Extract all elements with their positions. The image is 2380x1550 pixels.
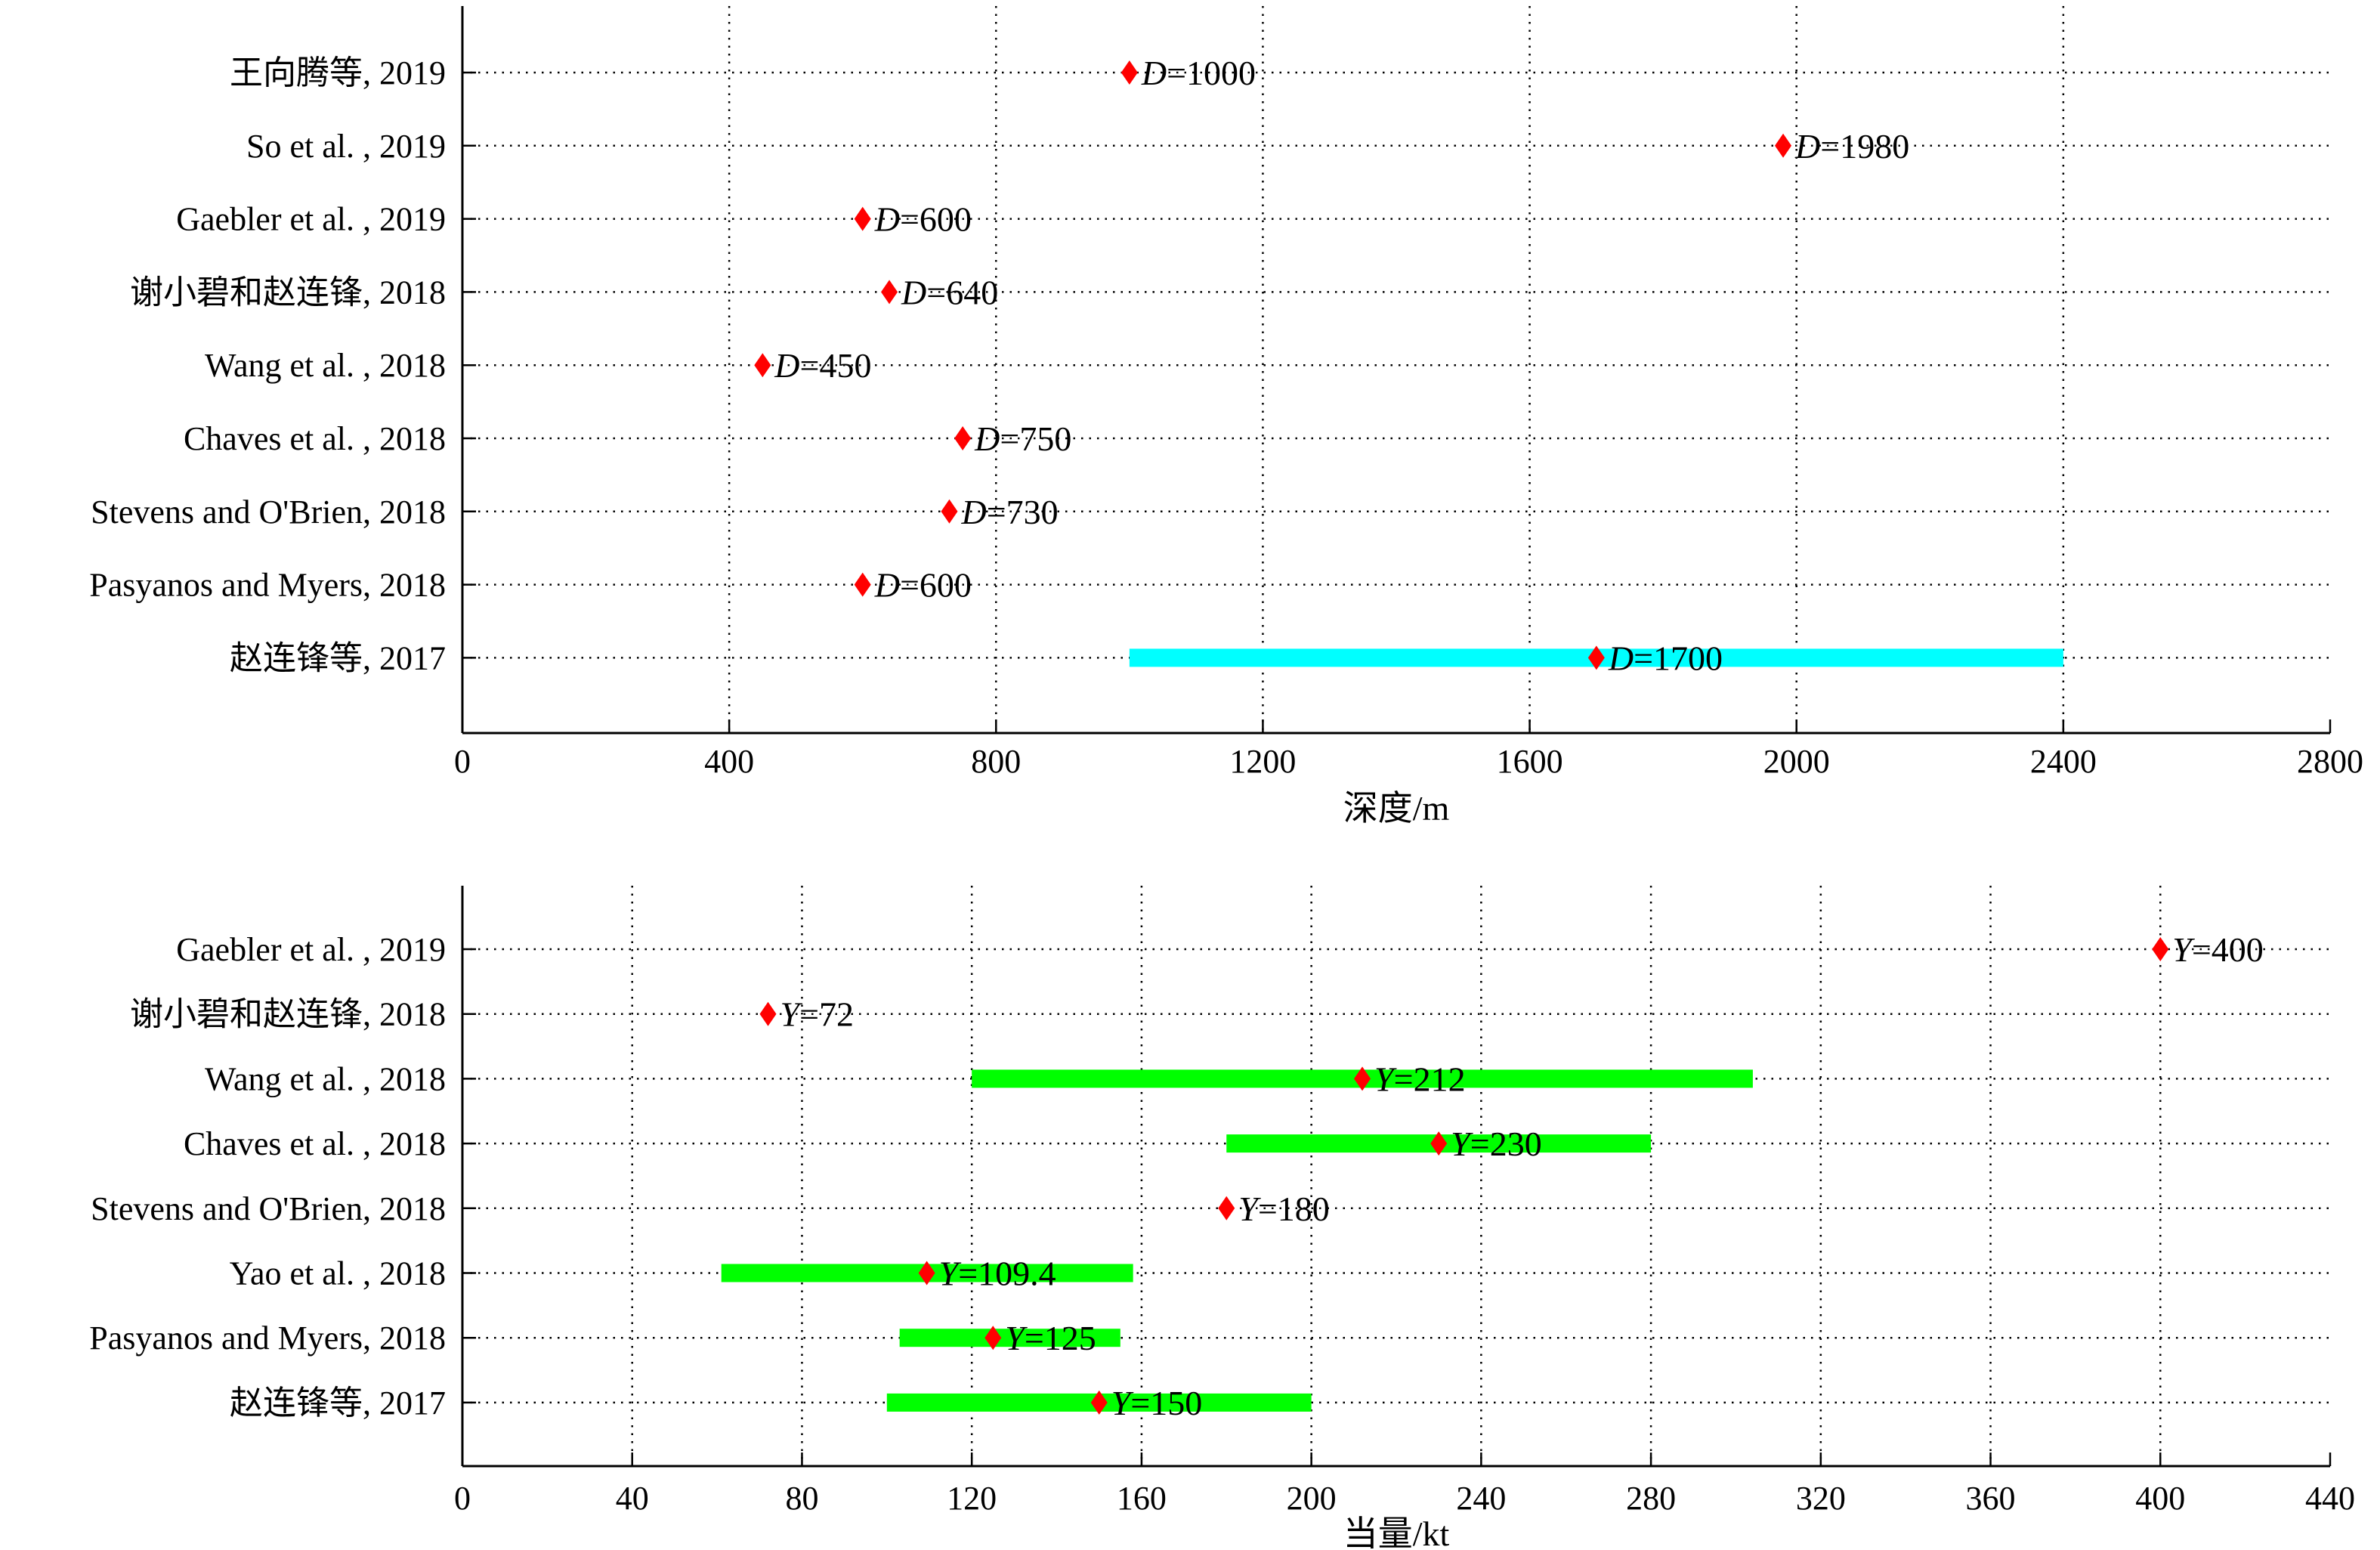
range-bar bbox=[899, 1329, 1120, 1347]
x-tick-label: 2400 bbox=[2030, 743, 2097, 780]
data-point-marker bbox=[1430, 1131, 1448, 1156]
data-point-marker bbox=[2152, 937, 2169, 961]
x-tick-label: 320 bbox=[1796, 1480, 1846, 1517]
x-tick-label: 0 bbox=[454, 743, 471, 780]
data-point-marker bbox=[1090, 1390, 1108, 1415]
x-axis-title: 当量/kt bbox=[1343, 1514, 1450, 1550]
data-label: D=600 bbox=[874, 200, 972, 239]
data-point-marker bbox=[1587, 645, 1605, 670]
data-point-marker bbox=[954, 426, 972, 450]
data-label: D=1700 bbox=[1608, 639, 1723, 677]
y-tick-label: Gaebler et al. , 2019 bbox=[176, 201, 446, 238]
y-tick-label: 王向腾等, 2019 bbox=[230, 54, 446, 91]
data-point-marker bbox=[854, 572, 871, 597]
data-label: D=730 bbox=[960, 493, 1058, 531]
data-label: Y=212 bbox=[1374, 1060, 1466, 1098]
data-point-marker bbox=[1354, 1066, 1371, 1091]
y-tick-label: Chaves et al. , 2018 bbox=[184, 1125, 446, 1162]
x-axis-title: 深度/m bbox=[1343, 789, 1450, 828]
y-tick-label: 赵连锋等, 2017 bbox=[230, 1384, 446, 1422]
data-label: D=450 bbox=[774, 346, 871, 385]
y-tick-label: So et al. , 2019 bbox=[246, 128, 446, 165]
x-tick-label: 440 bbox=[2305, 1480, 2355, 1517]
data-point-marker bbox=[854, 206, 871, 231]
data-label: Y=109.4 bbox=[939, 1255, 1056, 1293]
x-tick-label: 800 bbox=[971, 743, 1021, 780]
data-point-marker bbox=[1218, 1196, 1235, 1221]
data-label: D=640 bbox=[901, 273, 998, 311]
data-point-marker bbox=[881, 280, 898, 305]
y-tick-label: Gaebler et al. , 2019 bbox=[176, 931, 446, 968]
y-tick-label: Stevens and O'Brien, 2018 bbox=[91, 1190, 446, 1227]
data-label: Y=400 bbox=[2172, 930, 2264, 969]
data-label: Y=72 bbox=[780, 995, 855, 1034]
y-tick-label: Chaves et al. , 2018 bbox=[184, 420, 446, 457]
data-label: Y=180 bbox=[1238, 1190, 1330, 1228]
y-tick-label: Yao et al. , 2018 bbox=[230, 1255, 446, 1292]
data-label: D=750 bbox=[974, 419, 1071, 458]
y-tick-label: Wang et al. , 2018 bbox=[205, 1060, 446, 1097]
depth-chart: 0 400 800 1200 1600 2000 2400 2800 王向腾等, 2019 D=1… bbox=[89, 6, 2363, 828]
y-tick-label: Wang et al. , 2018 bbox=[205, 347, 446, 384]
data-label: D=1000 bbox=[1141, 54, 1256, 92]
x-tick-label: 280 bbox=[1626, 1480, 1676, 1517]
x-tick-label: 400 bbox=[2135, 1480, 2185, 1517]
x-tick-label: 120 bbox=[947, 1480, 997, 1517]
data-point-marker bbox=[754, 353, 771, 378]
y-tick-label: 谢小碧和赵连锋, 2018 bbox=[130, 274, 446, 311]
x-tick-label: 2800 bbox=[2297, 743, 2363, 780]
data-point-marker bbox=[941, 499, 958, 524]
x-tick-label: 40 bbox=[616, 1480, 649, 1517]
data-label: D=1980 bbox=[1794, 127, 1909, 166]
y-tick-label: 赵连锋等, 2017 bbox=[230, 639, 446, 676]
data-label: Y=150 bbox=[1111, 1384, 1203, 1422]
data-point-marker bbox=[1775, 133, 1792, 158]
y-tick-label: Pasyanos and Myers, 2018 bbox=[89, 567, 446, 604]
yield-chart: 0 40 80 120 160 200 240 280 320 360 400 440 Gaebler … bbox=[89, 886, 2355, 1550]
data-point-marker bbox=[759, 1001, 777, 1026]
data-label: Y=125 bbox=[1005, 1319, 1096, 1357]
data-label: D=600 bbox=[874, 566, 972, 605]
y-tick-label: 谢小碧和赵连锋, 2018 bbox=[130, 996, 446, 1033]
data-point-marker bbox=[984, 1326, 1002, 1350]
x-tick-label: 80 bbox=[785, 1480, 818, 1517]
data-point-marker bbox=[918, 1261, 935, 1285]
x-tick-label: 240 bbox=[1456, 1480, 1506, 1517]
x-tick-label: 0 bbox=[454, 1480, 471, 1517]
data-label: Y=230 bbox=[1451, 1125, 1542, 1163]
x-tick-label: 2000 bbox=[1763, 743, 1830, 780]
data-point-marker bbox=[1120, 60, 1138, 85]
x-tick-label: 200 bbox=[1287, 1480, 1337, 1517]
x-tick-label: 1200 bbox=[1229, 743, 1296, 780]
x-tick-label: 160 bbox=[1117, 1480, 1167, 1517]
x-tick-label: 400 bbox=[704, 743, 754, 780]
x-tick-label: 360 bbox=[1966, 1480, 2016, 1517]
y-tick-label: Pasyanos and Myers, 2018 bbox=[89, 1320, 446, 1357]
y-tick-label: Stevens and O'Brien, 2018 bbox=[91, 493, 446, 531]
x-tick-label: 1600 bbox=[1497, 743, 1563, 780]
